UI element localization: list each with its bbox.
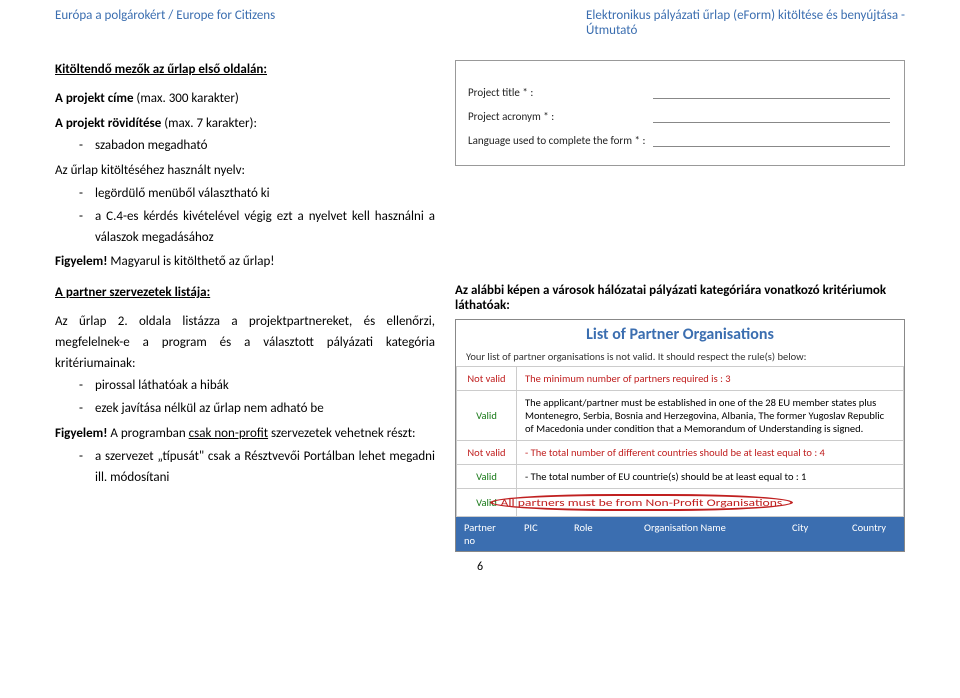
dash-icon: - — [79, 376, 83, 397]
list-item: -a szervezet „típusát" csak a Résztvevői… — [79, 447, 435, 489]
project-title-note: (max. 300 karakter) — [133, 91, 238, 106]
rule-status: Valid — [457, 391, 517, 441]
list-item: -a C.4-es kérdés kivételével végig ezt a… — [79, 207, 435, 249]
bullet-list-3: -pirossal láthatóak a hibák -ezek javítá… — [79, 376, 435, 420]
partner-box-subtitle: Your list of partner organisations is no… — [456, 347, 904, 366]
rule-text: The applicant/partner must be establishe… — [517, 391, 904, 441]
warning-text-d: szervezetek vehetnek részt: — [268, 426, 415, 441]
th-city: City — [784, 517, 844, 551]
list-item: -szabadon megadható — [79, 136, 435, 157]
list-item: -ezek javítása nélkül az űrlap nem adhat… — [79, 399, 435, 420]
bullet-list-1: -szabadon megadható — [79, 136, 435, 157]
rule-text: All partners must be from Non-Profit Org… — [517, 489, 904, 517]
section-heading-1: Kitöltendő mezők az űrlap első oldalán: — [55, 60, 435, 81]
rule-row: ValidAll partners must be from Non-Profi… — [457, 489, 904, 517]
form-screenshot: Project title * : Project acronym * : La… — [455, 60, 905, 166]
bullet-text: pirossal láthatóak a hibák — [95, 376, 229, 397]
warning-text-c: csak non-profit — [189, 426, 268, 441]
page-number: 6 — [0, 560, 960, 574]
project-title-line: A projekt címe (max. 300 karakter) — [55, 89, 435, 110]
para-partner-intro: Az űrlap 2. oldala listázza a projektpar… — [55, 312, 435, 374]
form-field-title[interactable] — [653, 85, 890, 99]
form-label-acronym: Project acronym * : — [468, 110, 653, 123]
th-partner-no: Partner no — [456, 517, 516, 551]
rule-row: Valid- The total number of EU countrie(s… — [457, 465, 904, 489]
bullet-text: a C.4-es kérdés kivételével végig ezt a … — [95, 207, 435, 249]
criteria-note: Az alábbi képen a városok hálózatai pály… — [455, 283, 905, 313]
page-header: Európa a polgárokért / Europe for Citize… — [0, 0, 960, 42]
th-org-name: Organisation Name — [636, 517, 784, 551]
header-right: Elektronikus pályázati űrlap (eForm) kit… — [586, 8, 905, 38]
header-left: Európa a polgárokért / Europe for Citize… — [55, 8, 275, 38]
warning-label: Figyelem! — [55, 254, 107, 269]
left-column-1: Kitöltendő mezők az űrlap első oldalán: … — [55, 60, 435, 273]
dash-icon: - — [79, 136, 83, 157]
bullet-list-4: -a szervezet „típusát" csak a Résztvevői… — [79, 447, 435, 489]
rule-text: The minimum number of partners required … — [517, 367, 904, 391]
bullet-text: a szervezet „típusát" csak a Résztvevői … — [95, 447, 435, 489]
form-field-acronym[interactable] — [653, 109, 890, 123]
dash-icon: - — [79, 399, 83, 420]
content-row-2: A partner szervezetek listája: Az űrlap … — [0, 273, 960, 552]
dash-icon: - — [79, 207, 83, 249]
rule-row: Not validThe minimum number of partners … — [457, 367, 904, 391]
rule-row: Not valid- The total number of different… — [457, 441, 904, 465]
th-pic: PIC — [516, 517, 566, 551]
bullet-text: szabadon megadható — [95, 136, 207, 157]
header-right-line2: Útmutató — [586, 23, 905, 38]
right-column-2: Az alábbi képen a városok hálózatai pály… — [455, 283, 905, 552]
form-row-acronym: Project acronym * : — [468, 109, 892, 123]
warning-text-b: A programban — [107, 426, 188, 441]
header-right-line1: Elektronikus pályázati űrlap (eForm) kit… — [586, 8, 905, 23]
bullet-text: legördülő menüből választható ki — [95, 184, 270, 205]
bullet-list-2: -legördülő menüből választható ki -a C.4… — [79, 184, 435, 248]
rule-text: - The total number of EU countrie(s) sho… — [517, 465, 904, 489]
language-line: Az űrlap kitöltéséhez használt nyelv: — [55, 161, 435, 182]
form-row-language: Language used to complete the form * : — [468, 133, 892, 147]
warning-2: Figyelem! A programban csak non-profit s… — [55, 424, 435, 445]
form-row-title: Project title * : — [468, 85, 892, 99]
project-acronym-label: A projekt rövidítése — [55, 116, 161, 131]
dash-icon: - — [79, 447, 83, 489]
warning-text: Magyarul is kitölthető az űrlap! — [107, 254, 274, 269]
bullet-text: ezek javítása nélkül az űrlap nem adható… — [95, 399, 324, 420]
project-title-label: A projekt címe — [55, 91, 133, 106]
rule-status: Not valid — [457, 367, 517, 391]
project-acronym-line: A projekt rövidítése (max. 7 karakter): — [55, 114, 435, 135]
form-label-language: Language used to complete the form * : — [468, 134, 653, 147]
rule-status: Valid — [457, 465, 517, 489]
list-item: -legördülő menüből választható ki — [79, 184, 435, 205]
partner-box: List of Partner Organisations Your list … — [455, 319, 905, 552]
th-role: Role — [566, 517, 636, 551]
section-heading-2: A partner szervezetek listája: — [55, 283, 435, 304]
form-field-language[interactable] — [653, 133, 890, 147]
left-column-2: A partner szervezetek listája: Az űrlap … — [55, 283, 435, 552]
content-row-1: Kitöltendő mezők az űrlap első oldalán: … — [0, 42, 960, 273]
rule-row: ValidThe applicant/partner must be estab… — [457, 391, 904, 441]
rules-table: Not validThe minimum number of partners … — [456, 366, 904, 517]
partner-box-title: List of Partner Organisations — [456, 320, 904, 347]
form-label-title: Project title * : — [468, 86, 653, 99]
warning-1: Figyelem! Magyarul is kitölthető az űrla… — [55, 252, 435, 273]
dash-icon: - — [79, 184, 83, 205]
th-country: Country — [844, 517, 904, 551]
list-item: -pirossal láthatóak a hibák — [79, 376, 435, 397]
warning-label: Figyelem! — [55, 426, 107, 441]
right-column-1: Project title * : Project acronym * : La… — [455, 60, 905, 273]
partner-table-header: Partner no PIC Role Organisation Name Ci… — [456, 517, 904, 551]
project-acronym-note: (max. 7 karakter): — [161, 116, 257, 131]
rule-status: Not valid — [457, 441, 517, 465]
rule-text: - The total number of different countrie… — [517, 441, 904, 465]
